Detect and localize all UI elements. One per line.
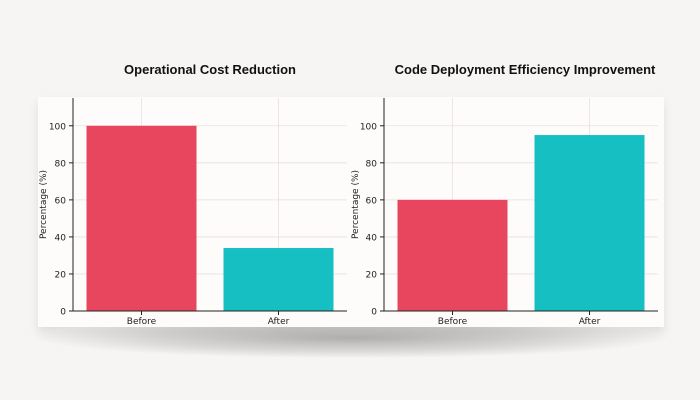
- cost-xtick-label-before: Before: [127, 317, 157, 327]
- cost-bar-after: [223, 248, 334, 311]
- deploy-bar-after: [534, 135, 645, 311]
- cost-ytick-label-0: 0: [60, 308, 66, 318]
- cost-ytick-label-100: 100: [49, 122, 66, 132]
- cost-ytick-label-60: 60: [55, 196, 67, 206]
- chart-title-cost-reduction: Operational Cost Reduction: [124, 62, 296, 77]
- cost-ytick-label-80: 80: [55, 159, 67, 169]
- chart-title-deployment-efficiency: Code Deployment Efficiency Improvement: [394, 62, 656, 77]
- deploy-ytick-label-20: 20: [366, 270, 378, 280]
- deploy-bar-before: [397, 199, 508, 311]
- deploy-ytick-label-80: 80: [366, 159, 378, 169]
- deploy-ytick-label-0: 0: [371, 308, 377, 318]
- deploy-xtick-label-before: Before: [438, 317, 468, 327]
- cost-ytick-label-40: 40: [55, 233, 67, 243]
- deploy-y-axis-label: Percentage (%): [351, 170, 361, 239]
- cost-xtick-label-after: After: [268, 317, 290, 327]
- cost-ytick-label-20: 20: [55, 270, 67, 280]
- deploy-xtick-label-after: After: [579, 317, 601, 327]
- deploy-ytick-label-100: 100: [360, 122, 377, 132]
- cost-y-axis-label: Percentage (%): [39, 170, 49, 239]
- deploy-ytick-label-60: 60: [366, 196, 378, 206]
- cost-bar-before: [86, 125, 197, 311]
- deploy-ytick-label-40: 40: [366, 233, 378, 243]
